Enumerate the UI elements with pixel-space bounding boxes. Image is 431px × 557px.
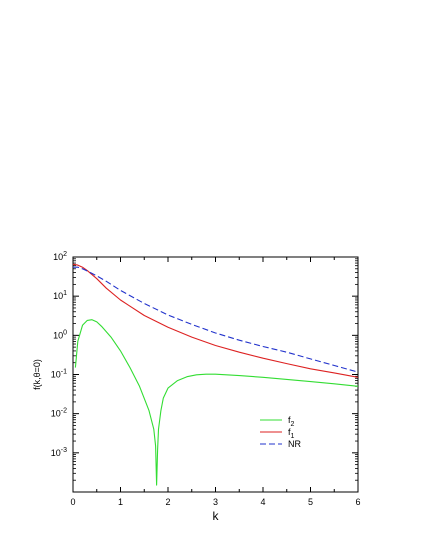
legend-label-nr: NR [288,439,301,449]
x-tick-label: 3 [213,497,218,507]
x-tick-label: 2 [165,497,170,507]
y-axis-label: f(k,θ=0) [32,359,42,390]
y-tick-label: 101 [53,290,67,301]
plot-area: 0 1 2 3 4 5 6 10-3 10-2 10-1 100 101 102 k f(k,θ=0) f2f… [32,251,361,523]
y-tick-label: 10-1 [51,369,67,380]
series-line-f2 [74,319,359,486]
y-tick-label: 100 [53,329,67,340]
y-tick-label: 102 [53,251,67,262]
series-line-f1 [72,263,359,378]
x-tick-label: 5 [308,497,313,507]
legend-label-f1: f1 [288,427,295,440]
x-tick-label: 4 [260,497,265,507]
y-tick-label: 10-3 [51,447,67,458]
x-tick-label: 0 [70,497,75,507]
x-tick-label: 1 [118,497,123,507]
x-axis-label: k [213,509,220,523]
x-tick-label: 6 [355,497,360,507]
series-line-nr [73,266,359,373]
y-tick-label: 10-2 [51,408,67,419]
legend-label-f2: f2 [288,415,295,428]
